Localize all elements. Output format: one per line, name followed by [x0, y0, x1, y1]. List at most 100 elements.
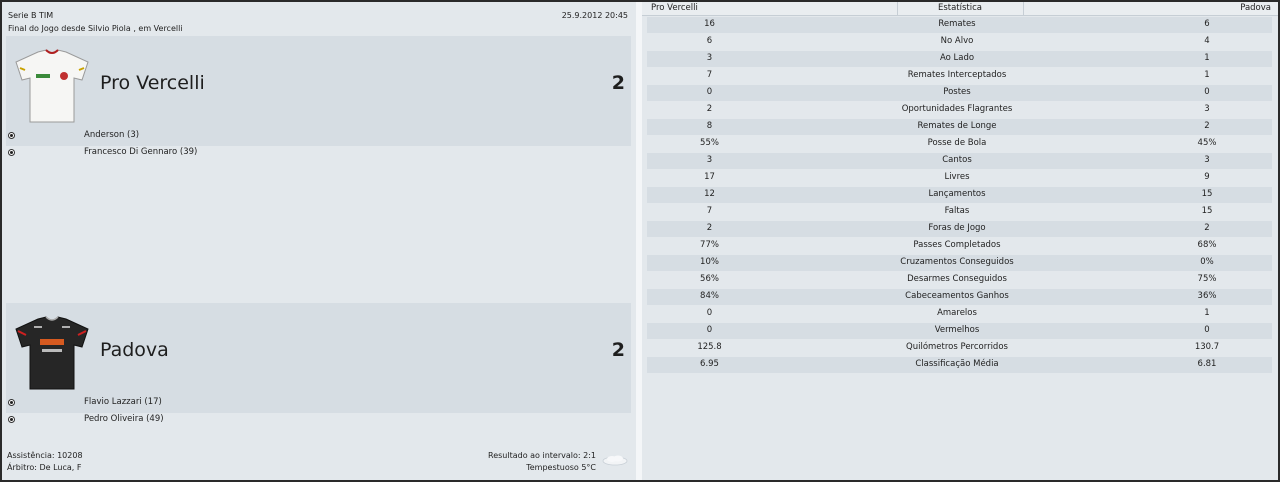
- home-team-name[interactable]: Pro Vercelli: [100, 72, 205, 94]
- stat-row: 12 Lançamentos 15: [647, 187, 1272, 203]
- stat-row: 6.95 Classificação Média 6.81: [647, 357, 1272, 373]
- stat-row: 2 Foras de Jogo 2: [647, 221, 1272, 237]
- stat-row: 56% Desarmes Conseguidos 75%: [647, 272, 1272, 288]
- stat-home-value: 3: [706, 53, 713, 63]
- stat-label: Cantos: [942, 155, 972, 165]
- stat-home-value: 0: [706, 308, 713, 318]
- stat-home-value: 0: [706, 87, 713, 97]
- stat-away-value: 0: [1204, 325, 1210, 335]
- stat-label: Remates Interceptados: [907, 70, 1007, 80]
- stat-label: Quilómetros Percorridos: [906, 342, 1008, 352]
- away-scorer-name[interactable]: Flavio Lazzari (17): [84, 397, 162, 407]
- match-datetime: 25.9.2012 20:45: [561, 11, 628, 20]
- stat-home-value: 0: [706, 325, 713, 335]
- stat-away-value: 3: [1204, 155, 1210, 165]
- stat-home-value: 77%: [700, 240, 719, 250]
- stat-row: 0 Postes 0: [647, 85, 1272, 101]
- stat-away-value: 45%: [1197, 138, 1217, 148]
- stats-header-home[interactable]: Pro Vercelli: [651, 3, 698, 13]
- stat-row: 3 Cantos 3: [647, 153, 1272, 169]
- stat-row: 7 Remates Interceptados 1: [647, 68, 1272, 84]
- stat-away-value: 9: [1204, 172, 1210, 182]
- away-scorer-name[interactable]: Pedro Oliveira (49): [84, 414, 164, 424]
- stat-away-value: 15: [1201, 189, 1213, 199]
- stat-home-value: 16: [704, 19, 715, 29]
- stat-away-value: 4: [1204, 36, 1210, 46]
- stat-row: 125.8 Quilómetros Percorridos 130.7: [647, 340, 1272, 356]
- competition-name[interactable]: Serie B TIM: [8, 11, 54, 20]
- stat-home-value: 7: [706, 70, 713, 80]
- stat-row: 17 Livres 9: [647, 170, 1272, 186]
- stat-row: 7 Faltas 15: [647, 204, 1272, 220]
- column-divider[interactable]: [897, 2, 898, 16]
- stat-row: 8 Remates de Longe 2: [647, 119, 1272, 135]
- football-icon: [8, 132, 15, 139]
- weather-text: Tempestuoso 5°C: [526, 463, 596, 472]
- stats-header-label[interactable]: Estatística: [937, 3, 983, 13]
- stat-label: Ao Lado: [939, 53, 975, 63]
- stat-label: Remates de Longe: [917, 121, 997, 131]
- stat-label: Foras de Jogo: [928, 223, 986, 233]
- stat-home-value: 55%: [700, 138, 719, 148]
- stat-away-value: 130.7: [1194, 342, 1220, 352]
- halftime-result: Resultado ao intervalo: 2:1: [488, 451, 596, 460]
- stat-label: Oportunidades Flagrantes: [901, 104, 1013, 114]
- attendance: Assistência: 10208: [7, 451, 83, 460]
- stat-home-value: 84%: [700, 291, 719, 301]
- football-icon: [8, 149, 15, 156]
- home-scorer-row: Francesco Di Gennaro (39): [2, 146, 632, 160]
- stat-away-value: 0%: [1200, 257, 1214, 267]
- stat-home-value: 2: [706, 104, 713, 114]
- home-scorer-row: Anderson (3): [2, 129, 632, 143]
- stat-home-value: 6.95: [700, 359, 719, 369]
- stat-away-value: 2: [1204, 121, 1210, 131]
- stat-away-value: 1: [1204, 53, 1210, 63]
- stat-away-value: 15: [1201, 206, 1213, 216]
- stat-label: Classificação Média: [915, 359, 999, 369]
- stat-label: Cabeceamentos Ganhos: [905, 291, 1009, 301]
- venue-line: Final do Jogo desde Silvio Piola , em Ve…: [8, 24, 183, 33]
- stat-away-value: 2: [1204, 223, 1210, 233]
- stat-label: No Alvo: [940, 36, 974, 46]
- stat-home-value: 6: [706, 36, 713, 46]
- stat-label: Posse de Bola: [927, 138, 987, 148]
- home-scorer-name[interactable]: Anderson (3): [84, 130, 140, 140]
- stat-row: 77% Passes Completados 68%: [647, 238, 1272, 254]
- match-summary-panel: Serie B TIM 25.9.2012 20:45 Final do Jog…: [2, 2, 636, 480]
- stat-row: 6 No Alvo 4: [647, 34, 1272, 50]
- stat-away-value: 6: [1204, 19, 1210, 29]
- away-scorer-row: Flavio Lazzari (17): [2, 396, 632, 410]
- stat-row: 10% Cruzamentos Conseguidos 0%: [647, 255, 1272, 271]
- stat-away-value: 68%: [1197, 240, 1217, 250]
- stat-home-value: 56%: [700, 274, 719, 284]
- stat-home-value: 10%: [700, 257, 719, 267]
- cloud-icon: [602, 455, 628, 466]
- match-stats-panel: Pro Vercelli Estatística Padova 16 Remate…: [642, 2, 1278, 480]
- stat-label: Livres: [944, 172, 970, 182]
- stat-home-value: 125.8: [697, 342, 722, 352]
- away-kit-icon: [15, 316, 89, 390]
- away-team-name[interactable]: Padova: [100, 339, 169, 361]
- home-kit-icon: [15, 49, 89, 123]
- stat-row: 55% Posse de Bola 45%: [647, 136, 1272, 152]
- stats-header-away[interactable]: Padova: [1240, 3, 1271, 13]
- stat-row: 84% Cabeceamentos Ganhos 36%: [647, 289, 1272, 305]
- away-team-block: Padova 2: [6, 303, 631, 413]
- stat-label: Lançamentos: [928, 189, 986, 199]
- football-icon: [8, 399, 15, 406]
- away-scorer-row: Pedro Oliveira (49): [2, 413, 632, 427]
- home-team-block: Pro Vercelli 2: [6, 36, 631, 146]
- referee[interactable]: Árbitro: De Luca, F: [7, 463, 82, 472]
- home-scorer-name[interactable]: Francesco Di Gennaro (39): [84, 147, 198, 157]
- stat-home-value: 8: [706, 121, 713, 131]
- stat-label: Amarelos: [937, 308, 977, 318]
- stat-home-value: 17: [704, 172, 715, 182]
- stats-header: Pro Vercelli Estatística Padova: [642, 2, 1278, 16]
- stat-home-value: 12: [704, 189, 715, 199]
- stat-away-value: 75%: [1197, 274, 1217, 284]
- home-team-score: 2: [611, 72, 625, 94]
- stat-label: Postes: [943, 87, 971, 97]
- stat-away-value: 1: [1204, 70, 1210, 80]
- away-team-score: 2: [611, 339, 625, 361]
- column-divider[interactable]: [1023, 2, 1024, 16]
